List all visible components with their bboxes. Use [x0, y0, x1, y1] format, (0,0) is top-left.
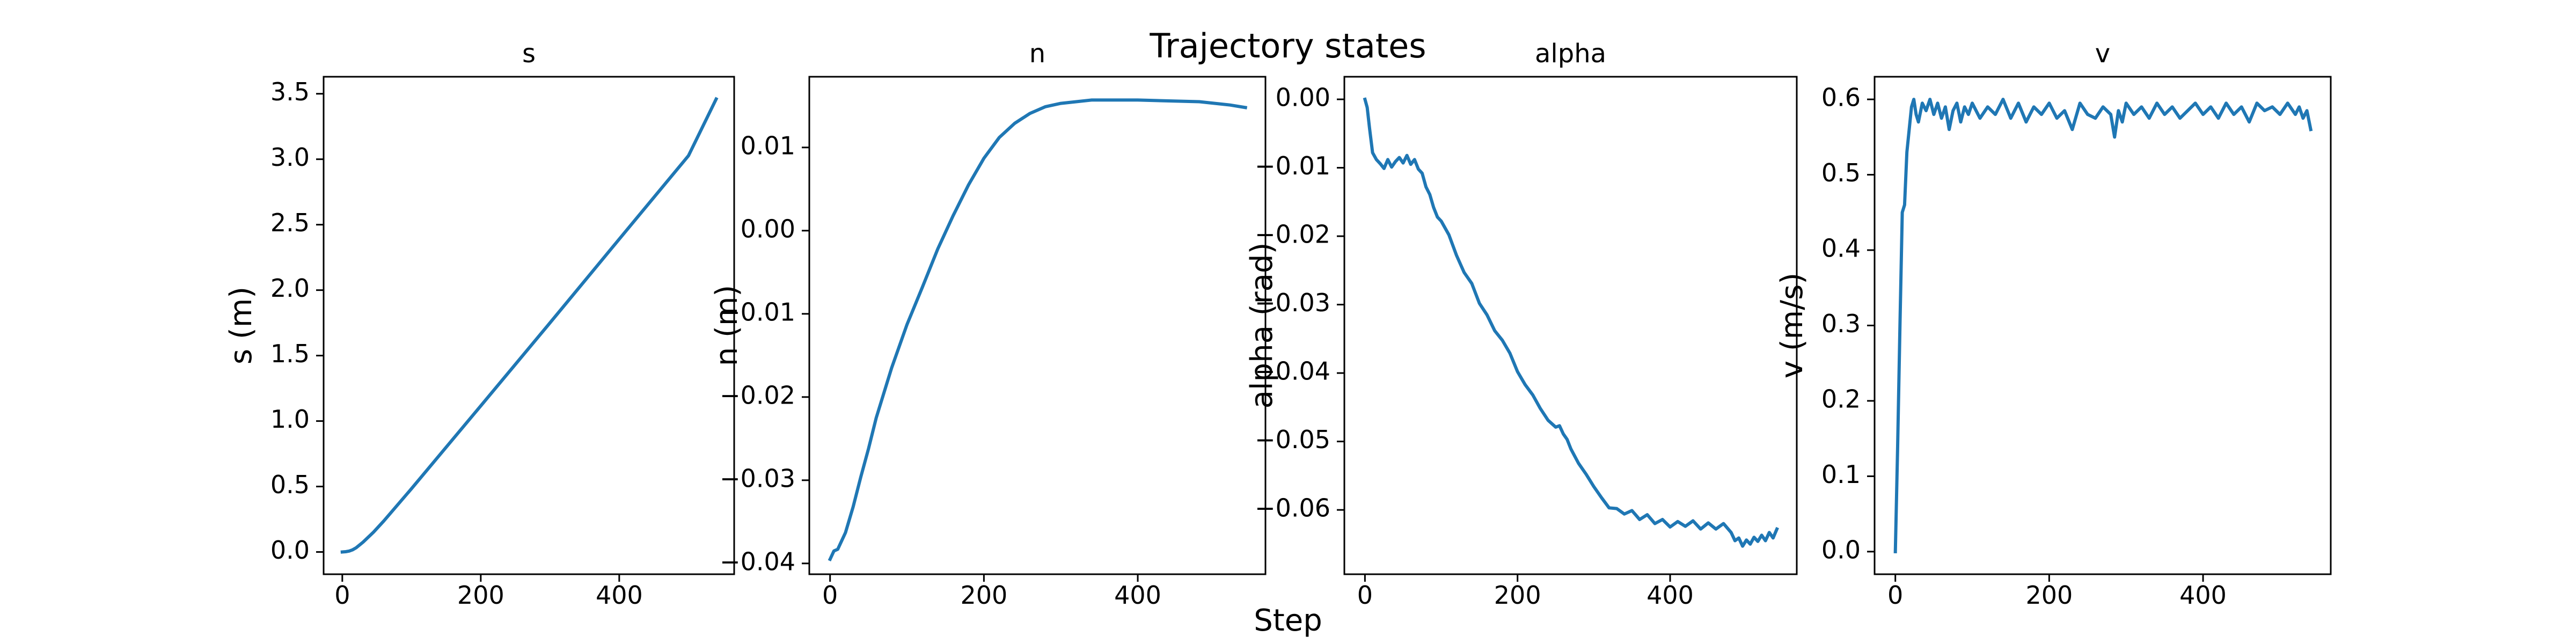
x-tick-label: 200 [1494, 581, 1541, 610]
x-tick-label: 400 [2179, 581, 2227, 610]
series-line-n-0 [828, 98, 1248, 562]
subplot-title: v [2095, 39, 2110, 69]
y-tick-label: 1.5 [270, 339, 310, 368]
y-tick-label: −0.01 [1255, 151, 1330, 180]
subplots: 0 200 400 0.0 0.5 1.0 1.5 2.0 2.5 3.0 3.5 s s (m) 0 20… [224, 39, 2332, 610]
subplot-title: alpha [1535, 39, 1606, 69]
axes-frame [323, 76, 735, 575]
y-axis-label: n (m) [709, 285, 744, 367]
subplot-v: 0 200 400 0.0 0.1 0.2 0.3 0.4 0.5 0.6 v v (m/s) [1775, 39, 2332, 610]
y-tick-label: −0.06 [1255, 494, 1330, 523]
y-tick-label: 0.5 [1821, 158, 1861, 187]
series-line-s-0 [340, 97, 719, 554]
x-tick-label: 200 [2025, 581, 2073, 610]
x-tick-label: 0 [822, 581, 838, 610]
axes-frame [1343, 76, 1798, 575]
y-tick-label: −0.05 [1255, 425, 1330, 454]
y-tick-label: 0.00 [741, 214, 795, 243]
x-tick-label: 400 [1114, 581, 1161, 610]
y-tick-label: 0.3 [1821, 309, 1861, 338]
x-tick-label: 400 [596, 581, 643, 610]
x-tick-label: 0 [1357, 581, 1373, 610]
y-tick-label: −0.02 [1255, 220, 1330, 249]
subplot-title: n [1029, 39, 1045, 69]
y-tick-label: 0.0 [270, 536, 310, 565]
x-tick-label: 0 [1887, 581, 1903, 610]
y-tick-label: 0.6 [1821, 83, 1861, 112]
x-tick-label: 200 [457, 581, 504, 610]
axes-frame [808, 76, 1267, 575]
y-tick-label: 0.5 [270, 470, 310, 499]
y-tick-label: −0.02 [720, 380, 795, 409]
y-tick-label: 3.0 [270, 143, 310, 172]
y-tick-label: 3.5 [270, 77, 310, 106]
x-tick-label: 400 [1646, 581, 1694, 610]
y-tick-label: −0.03 [1255, 288, 1330, 317]
y-tick-label: −0.04 [1255, 357, 1330, 386]
figure-xlabel: Step [1254, 603, 1322, 638]
y-axis-label: v (m/s) [1775, 273, 1810, 378]
subplot-title: s [522, 39, 536, 69]
y-tick-label: 1.0 [270, 405, 310, 434]
subplot-s: 0 200 400 0.0 0.5 1.0 1.5 2.0 2.5 3.0 3.5 s s (m) [224, 39, 735, 610]
y-tick-label: 0.4 [1821, 234, 1861, 263]
y-tick-label: 2.5 [270, 208, 310, 237]
y-tick-label: 0.01 [741, 131, 795, 160]
y-tick-label: 2.0 [270, 274, 310, 303]
y-tick-label: 0.2 [1821, 384, 1861, 413]
y-tick-label: 0.0 [1821, 535, 1861, 564]
y-tick-label: 0.00 [1276, 83, 1330, 112]
series-line-alpha-0 [1363, 97, 1779, 548]
y-axis-label: s (m) [224, 287, 259, 364]
series-line-v-0 [1893, 98, 2313, 553]
figure-title: Trajectory states [1149, 26, 1426, 65]
y-tick-label: −0.04 [720, 547, 795, 576]
subplot-n: 0 200 400 −0.04 −0.03 −0.02 −0.01 0.00 0.01 n n (m… [709, 39, 1267, 610]
y-axis-label: alpha (rad) [1245, 243, 1279, 409]
subplot-alpha: 0 200 400 0.00 −0.01 −0.02 −0.03 −0.04 −0.05 −0.0… [1245, 39, 1798, 610]
y-tick-label: −0.01 [720, 297, 795, 326]
x-tick-label: 200 [960, 581, 1007, 610]
x-tick-label: 0 [334, 581, 350, 610]
y-tick-label: 0.1 [1821, 460, 1861, 489]
y-tick-label: −0.03 [720, 464, 795, 493]
